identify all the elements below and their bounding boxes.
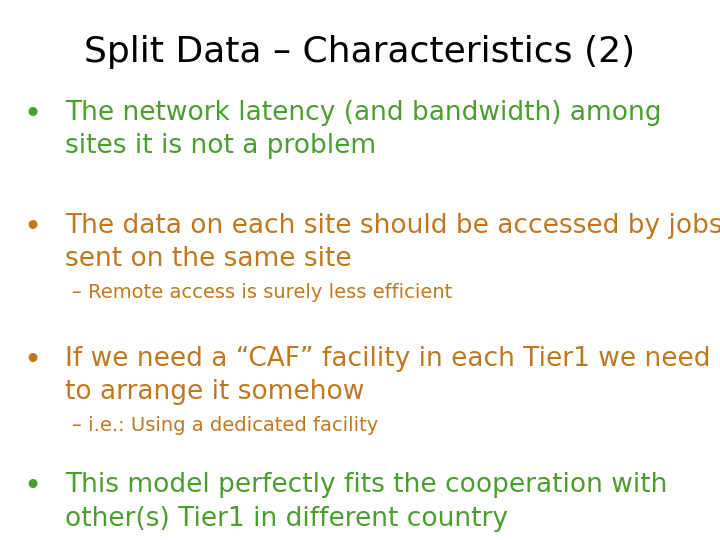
Text: – Remote access is surely less efficient: – Remote access is surely less efficient [72,284,452,302]
Text: •: • [23,472,42,502]
Text: •: • [23,100,42,129]
Text: •: • [23,213,42,242]
Text: – i.e.: Using a dedicated facility: – i.e.: Using a dedicated facility [72,416,378,435]
Text: This model perfectly fits the cooperation with
other(s) Tier1 in different count: This model perfectly fits the cooperatio… [65,472,667,531]
Text: The data on each site should be accessed by jobs
sent on the same site: The data on each site should be accessed… [65,213,720,272]
Text: The network latency (and bandwidth) among
sites it is not a problem: The network latency (and bandwidth) amon… [65,100,661,159]
Text: Split Data – Characteristics (2): Split Data – Characteristics (2) [84,35,636,69]
Text: If we need a “CAF” facility in each Tier1 we need
to arrange it somehow: If we need a “CAF” facility in each Tier… [65,346,711,404]
Text: •: • [23,346,42,375]
